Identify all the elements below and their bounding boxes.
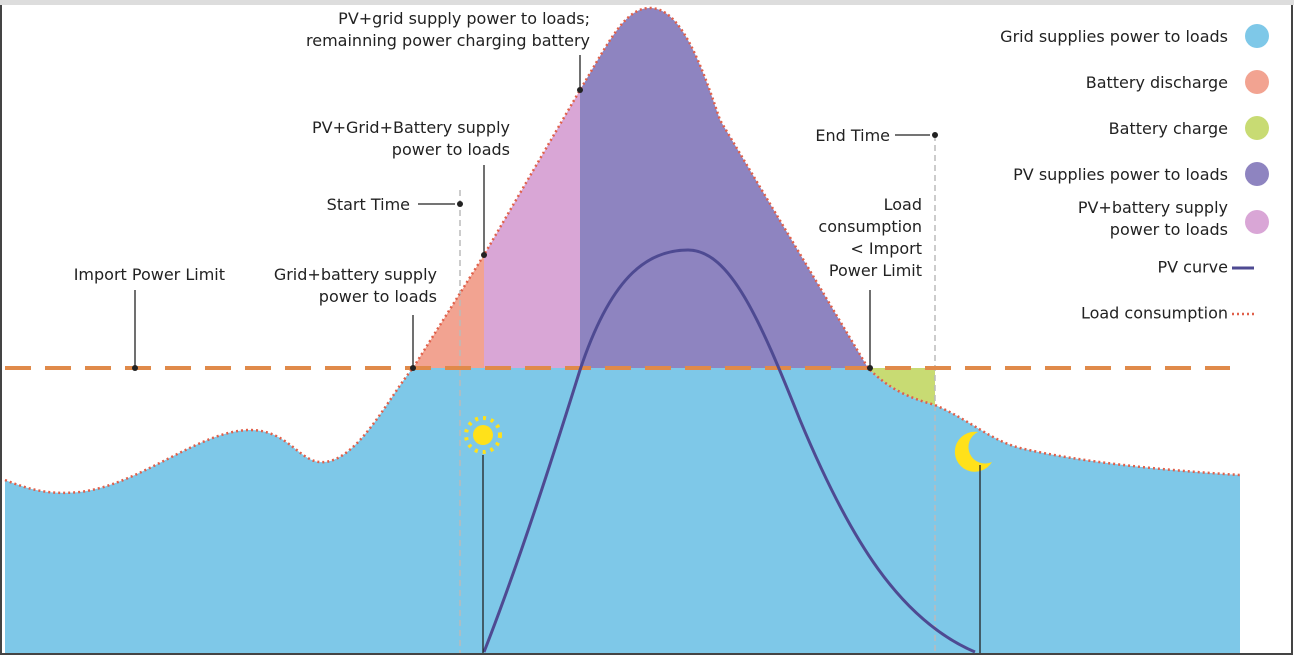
legend-label: power to loads [1110, 220, 1228, 239]
dot [481, 252, 487, 258]
label: Power Limit [829, 261, 922, 280]
legend-swatch [1245, 116, 1269, 140]
label: Grid+battery supply [274, 265, 437, 284]
label: remainning power charging battery [306, 31, 590, 50]
dot [577, 87, 583, 93]
legend-swatch [1245, 70, 1269, 94]
dot [132, 365, 138, 371]
label: PV+grid supply power to loads; [338, 9, 590, 28]
pv-area [580, 8, 868, 368]
legend-label: PV supplies power to loads [1013, 165, 1228, 184]
label: PV+Grid+Battery supply [312, 118, 510, 137]
dot [457, 201, 463, 207]
label: Load [884, 195, 922, 214]
label: Import Power Limit [74, 265, 225, 284]
moon [954, 431, 992, 472]
legend-label: PV curve [1157, 258, 1228, 277]
grid-area [5, 368, 1240, 653]
legend-label: Battery charge [1109, 119, 1228, 138]
legend-label: Battery discharge [1086, 73, 1228, 92]
label: consumption [818, 217, 922, 236]
label: < Import [850, 239, 922, 258]
dot [932, 132, 938, 138]
legend-swatch [1245, 162, 1269, 186]
label: power to loads [319, 287, 437, 306]
pv-curve [482, 248, 976, 654]
legend-swatch [1245, 24, 1269, 48]
legend-label: Load consumption [1081, 304, 1228, 323]
label: power to loads [392, 140, 510, 159]
top-bar [0, 0, 1294, 5]
legend-swatch [1245, 210, 1269, 234]
legend-label: PV+battery supply [1078, 198, 1228, 217]
label: End Time [815, 126, 890, 145]
battery-charge-area [868, 368, 935, 405]
dot [410, 365, 416, 371]
pv-battery-area [484, 90, 580, 368]
legend-label: Grid supplies power to loads [1000, 27, 1228, 46]
label: Start Time [327, 195, 410, 214]
sun [464, 416, 502, 454]
dot [867, 365, 873, 371]
